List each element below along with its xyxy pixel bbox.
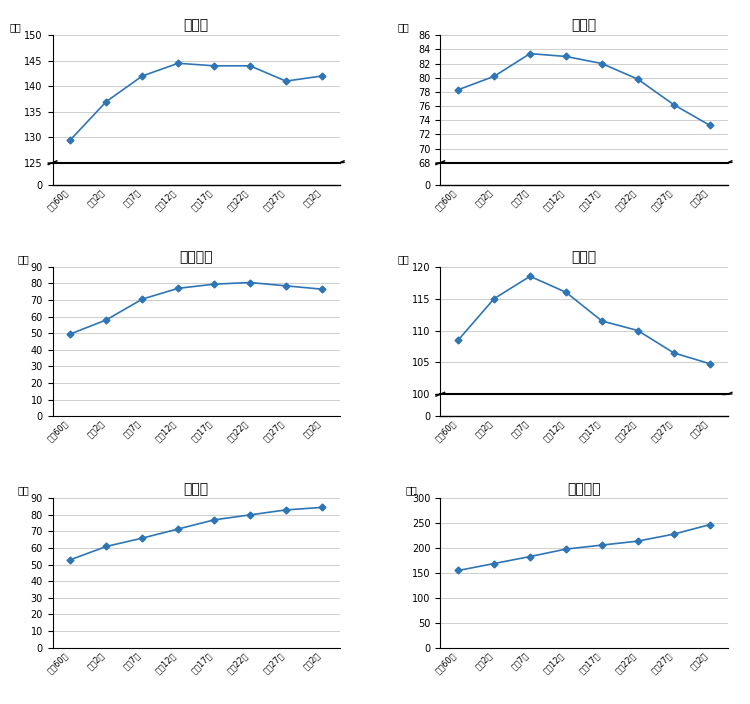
- Title: 土浦市: 土浦市: [184, 18, 209, 32]
- Title: つくば市: つくば市: [567, 482, 601, 496]
- Title: 取手市: 取手市: [572, 250, 596, 264]
- Y-axis label: 千人: 千人: [406, 485, 418, 496]
- Title: 牛久市: 牛久市: [184, 482, 209, 496]
- Y-axis label: 千人: 千人: [397, 23, 409, 32]
- Y-axis label: 千人: 千人: [397, 254, 409, 264]
- Title: 龍ケ崎市: 龍ケ崎市: [179, 250, 213, 264]
- Y-axis label: 千人: 千人: [18, 253, 30, 264]
- Title: 石岡市: 石岡市: [572, 18, 596, 32]
- Y-axis label: 千人: 千人: [18, 485, 30, 496]
- Y-axis label: 千人: 千人: [9, 23, 21, 32]
